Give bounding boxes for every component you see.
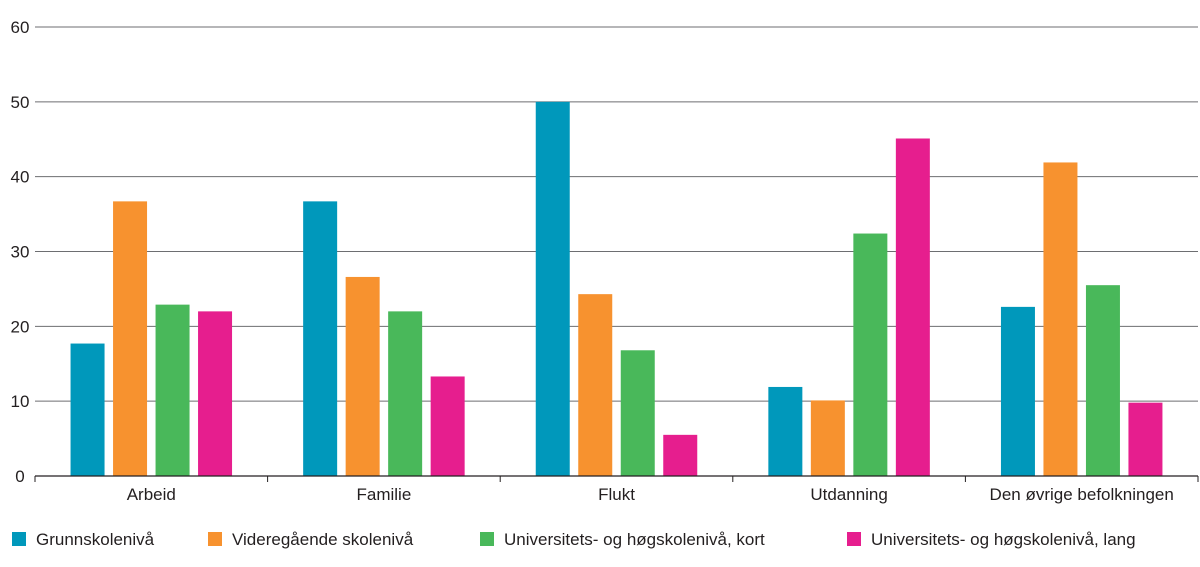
legend[interactable]: Grunnskolenivå Videregående skolenivå Univ… — [12, 530, 1136, 549]
bar-arbeid-series-4 — [198, 311, 233, 476]
y-tick-label: 30 — [11, 243, 30, 262]
bar-arbeid-series-2 — [113, 201, 148, 476]
bar-utdanning-series-1 — [768, 386, 803, 476]
legend-label: Grunnskolenivå — [36, 530, 155, 549]
bar-flukt-series-2 — [578, 294, 613, 476]
category-label: Arbeid — [127, 485, 176, 504]
bar-familie-series-4 — [430, 376, 465, 476]
y-tick-label: 20 — [11, 317, 30, 336]
y-axis-ticks: 0 10 20 30 40 50 60 — [11, 18, 30, 486]
legend-item[interactable]: Universitets- og høgskolenivå, lang — [847, 530, 1136, 549]
legend-swatch — [847, 532, 861, 546]
category-label: Familie — [357, 485, 412, 504]
bar-utdanning-series-3 — [853, 233, 888, 476]
bar-familie-series-1 — [303, 201, 338, 476]
legend-swatch — [12, 532, 26, 546]
bar-flukt-series-4 — [663, 434, 698, 476]
y-tick-label: 0 — [15, 467, 24, 486]
legend-item[interactable]: Grunnskolenivå — [12, 530, 155, 549]
bar-den-vrige-befolkningen-series-2 — [1043, 162, 1078, 476]
bar-familie-series-3 — [388, 311, 423, 476]
category-labels: Arbeid Familie Flukt Utdanning Den øvrige be… — [127, 485, 1174, 504]
bar-den-vrige-befolkningen-series-3 — [1085, 285, 1120, 476]
legend-swatch — [480, 532, 494, 546]
category-label: Utdanning — [810, 485, 888, 504]
bar-den-vrige-befolkningen-series-4 — [1128, 402, 1163, 476]
y-tick-label: 50 — [11, 93, 30, 112]
category-label: Den øvrige befolkningen — [990, 485, 1174, 504]
bar-den-vrige-befolkningen-series-1 — [1000, 306, 1035, 476]
y-tick-label: 10 — [11, 392, 30, 411]
legend-item[interactable]: Videregående skolenivå — [208, 530, 414, 549]
y-tick-label: 40 — [11, 168, 30, 187]
legend-label: Universitets- og høgskolenivå, kort — [504, 530, 765, 549]
legend-item[interactable]: Universitets- og høgskolenivå, kort — [480, 530, 765, 549]
bar-flukt-series-3 — [620, 350, 655, 476]
bar-utdanning-series-4 — [895, 138, 930, 477]
bar-arbeid-series-3 — [155, 304, 190, 476]
category-label: Flukt — [598, 485, 635, 504]
bar-utdanning-series-2 — [810, 400, 845, 476]
legend-label: Universitets- og høgskolenivå, lang — [871, 530, 1136, 549]
legend-label: Videregående skolenivå — [232, 530, 414, 549]
legend-swatch — [208, 532, 222, 546]
y-tick-label: 60 — [11, 18, 30, 37]
bars — [70, 101, 1163, 477]
bar-flukt-series-1 — [535, 101, 570, 476]
bar-familie-series-2 — [345, 276, 380, 476]
x-axis — [34, 475, 1199, 482]
bar-arbeid-series-1 — [70, 343, 105, 476]
